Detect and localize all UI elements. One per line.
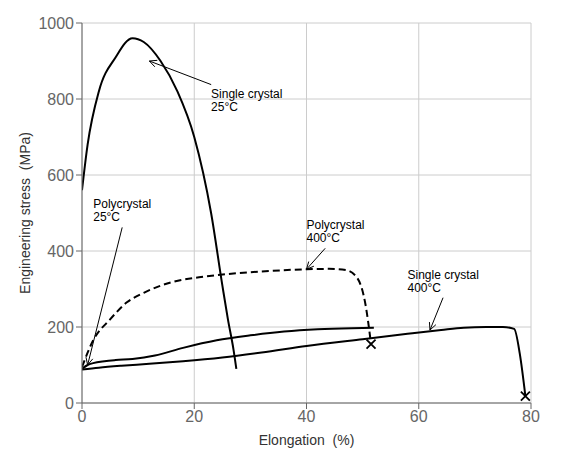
svg-text:Elongation (%): Elongation (%) — [259, 432, 355, 448]
svg-text:600: 600 — [47, 167, 74, 184]
svg-text:800: 800 — [47, 91, 74, 108]
svg-text:Single crystal400°C: Single crystal400°C — [408, 268, 479, 295]
svg-text:400: 400 — [47, 243, 74, 260]
svg-text:0: 0 — [65, 395, 74, 412]
svg-text:40: 40 — [298, 408, 316, 425]
svg-text:Engineering stress (MPa): Engineering stress (MPa) — [17, 132, 33, 294]
svg-text:20: 20 — [185, 408, 203, 425]
svg-text:Polycrystal400°C: Polycrystal400°C — [307, 218, 365, 245]
svg-text:Single crystal25°C: Single crystal25°C — [211, 87, 282, 114]
svg-text:80: 80 — [522, 408, 540, 425]
svg-text:0: 0 — [78, 408, 87, 425]
svg-text:60: 60 — [410, 408, 428, 425]
svg-text:1000: 1000 — [38, 15, 74, 32]
svg-text:200: 200 — [47, 319, 74, 336]
svg-text:Polycrystal25°C: Polycrystal25°C — [93, 197, 151, 224]
